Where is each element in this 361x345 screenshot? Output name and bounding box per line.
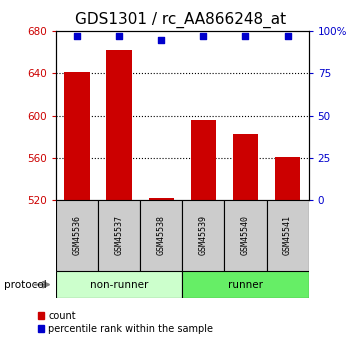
Bar — [182, 200, 225, 271]
Point — [74, 33, 80, 39]
Text: GSM45540: GSM45540 — [241, 216, 250, 255]
Text: GDS1301 / rc_AA866248_at: GDS1301 / rc_AA866248_at — [75, 12, 286, 28]
Bar — [191, 120, 216, 200]
Point — [200, 33, 206, 39]
Bar — [225, 200, 266, 271]
Text: non-runner: non-runner — [90, 280, 148, 289]
Text: GSM45541: GSM45541 — [283, 216, 292, 255]
Point — [158, 37, 164, 42]
Bar — [233, 134, 258, 200]
Text: runner: runner — [228, 280, 263, 289]
Point — [116, 33, 122, 39]
Bar — [149, 198, 174, 200]
Text: GSM45539: GSM45539 — [199, 216, 208, 255]
Bar — [56, 271, 182, 298]
Bar — [182, 271, 309, 298]
Bar — [64, 72, 90, 200]
Bar — [275, 157, 300, 200]
Point — [285, 33, 291, 39]
Text: protocol: protocol — [4, 280, 46, 289]
Text: GSM45537: GSM45537 — [115, 216, 123, 255]
Bar — [106, 50, 132, 200]
Legend: count, percentile rank within the sample: count, percentile rank within the sample — [34, 307, 217, 338]
Bar — [266, 200, 309, 271]
Text: GSM45538: GSM45538 — [157, 216, 166, 255]
Text: GSM45536: GSM45536 — [73, 216, 82, 255]
Bar — [56, 200, 98, 271]
Bar — [98, 200, 140, 271]
Point — [243, 33, 248, 39]
Bar — [140, 200, 182, 271]
